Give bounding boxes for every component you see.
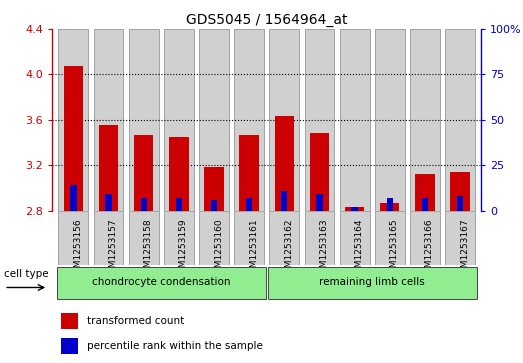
- Bar: [61, 338, 78, 354]
- Text: GSM1253159: GSM1253159: [179, 219, 188, 280]
- Bar: [64, 66, 83, 211]
- Text: chondrocyte condensation: chondrocyte condensation: [92, 277, 231, 287]
- FancyBboxPatch shape: [94, 211, 123, 265]
- FancyBboxPatch shape: [269, 211, 299, 265]
- Text: transformed count: transformed count: [87, 316, 184, 326]
- Bar: [380, 203, 400, 211]
- Bar: [59, 29, 88, 211]
- Bar: [351, 207, 358, 211]
- FancyBboxPatch shape: [410, 211, 440, 265]
- Text: GSM1253165: GSM1253165: [390, 219, 399, 280]
- FancyBboxPatch shape: [164, 211, 194, 265]
- Text: GSM1253157: GSM1253157: [109, 219, 118, 280]
- FancyBboxPatch shape: [268, 267, 477, 299]
- FancyBboxPatch shape: [339, 211, 370, 265]
- Text: GSM1253161: GSM1253161: [249, 219, 258, 280]
- Bar: [415, 174, 435, 211]
- Bar: [211, 200, 217, 211]
- Text: GSM1253163: GSM1253163: [320, 219, 328, 280]
- FancyBboxPatch shape: [375, 211, 405, 265]
- Bar: [275, 117, 294, 211]
- Text: GSM1253156: GSM1253156: [73, 219, 83, 280]
- Bar: [445, 29, 475, 211]
- Bar: [70, 185, 76, 211]
- Bar: [240, 135, 259, 211]
- FancyBboxPatch shape: [199, 211, 229, 265]
- Title: GDS5045 / 1564964_at: GDS5045 / 1564964_at: [186, 13, 347, 26]
- Bar: [199, 29, 229, 211]
- Text: GSM1253158: GSM1253158: [144, 219, 153, 280]
- FancyBboxPatch shape: [304, 211, 334, 265]
- Text: GSM1253160: GSM1253160: [214, 219, 223, 280]
- Bar: [94, 29, 123, 211]
- Text: cell type: cell type: [4, 269, 49, 279]
- FancyBboxPatch shape: [234, 211, 264, 265]
- Bar: [410, 29, 440, 211]
- Bar: [141, 198, 147, 211]
- Bar: [422, 198, 428, 211]
- Bar: [99, 126, 118, 211]
- Bar: [105, 194, 112, 211]
- Text: GSM1253167: GSM1253167: [460, 219, 469, 280]
- FancyBboxPatch shape: [445, 211, 475, 265]
- Bar: [304, 29, 334, 211]
- Bar: [281, 191, 288, 211]
- Bar: [176, 198, 182, 211]
- FancyBboxPatch shape: [56, 267, 266, 299]
- Text: GSM1253162: GSM1253162: [285, 219, 293, 279]
- Bar: [269, 29, 299, 211]
- Bar: [316, 194, 323, 211]
- Text: GSM1253166: GSM1253166: [425, 219, 434, 280]
- Bar: [169, 137, 188, 211]
- Bar: [234, 29, 264, 211]
- Bar: [164, 29, 194, 211]
- Text: remaining limb cells: remaining limb cells: [320, 277, 425, 287]
- Bar: [457, 196, 463, 211]
- Bar: [129, 29, 158, 211]
- FancyBboxPatch shape: [129, 211, 158, 265]
- Bar: [310, 134, 329, 211]
- Bar: [134, 135, 153, 211]
- Bar: [246, 198, 252, 211]
- Bar: [339, 29, 370, 211]
- Bar: [204, 167, 224, 211]
- Text: GSM1253164: GSM1253164: [355, 219, 363, 279]
- Bar: [61, 313, 78, 330]
- Bar: [450, 172, 470, 211]
- Bar: [345, 207, 365, 211]
- Bar: [375, 29, 405, 211]
- Text: percentile rank within the sample: percentile rank within the sample: [87, 341, 263, 351]
- FancyBboxPatch shape: [59, 211, 88, 265]
- Bar: [386, 198, 393, 211]
